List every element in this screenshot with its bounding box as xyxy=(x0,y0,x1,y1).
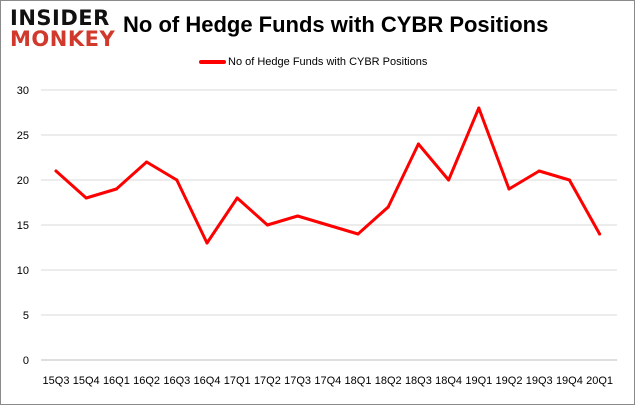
legend: No of Hedge Funds with CYBR Positions xyxy=(199,56,427,68)
insider-monkey-logo: INSIDER MONKEY xyxy=(10,8,115,50)
x-tick-label: 15Q4 xyxy=(73,375,100,387)
chart-title: No of Hedge Funds with CYBR Positions xyxy=(123,12,549,37)
x-tick-label: 16Q1 xyxy=(103,375,130,387)
y-tick-label: 10 xyxy=(17,265,29,277)
data-point xyxy=(84,196,88,200)
x-tick-label: 18Q3 xyxy=(405,375,432,387)
x-tick-label: 17Q2 xyxy=(254,375,281,387)
legend-label: No of Hedge Funds with CYBR Positions xyxy=(228,56,428,68)
y-tick-label: 25 xyxy=(17,130,29,142)
data-point xyxy=(235,196,239,200)
y-tick-label: 15 xyxy=(17,220,29,232)
series-line xyxy=(54,106,602,245)
x-tick-label: 19Q2 xyxy=(496,375,523,387)
y-tick-label: 20 xyxy=(17,175,29,187)
logo-line1: INSIDER xyxy=(10,6,110,30)
y-tick-label: 0 xyxy=(23,355,29,367)
data-point xyxy=(265,223,269,227)
data-point xyxy=(537,169,541,173)
y-tick-label: 30 xyxy=(17,85,29,97)
legend-swatch xyxy=(199,60,226,64)
data-point xyxy=(447,178,451,182)
x-tick-label: 17Q4 xyxy=(314,375,341,387)
data-point xyxy=(416,142,420,146)
data-point xyxy=(54,169,58,173)
x-tick-label: 20Q1 xyxy=(586,375,613,387)
data-point xyxy=(205,241,209,245)
x-tick-label: 15Q3 xyxy=(43,375,70,387)
x-tick-label: 16Q3 xyxy=(163,375,190,387)
x-tick-label: 16Q4 xyxy=(194,375,221,387)
data-point xyxy=(175,178,179,182)
data-point xyxy=(507,187,511,191)
logo-line2: MONKEY xyxy=(10,27,116,51)
data-point xyxy=(567,178,571,182)
data-point xyxy=(296,214,300,218)
x-tick-label: 19Q3 xyxy=(526,375,553,387)
x-tick-label: 18Q4 xyxy=(435,375,462,387)
data-point xyxy=(326,223,330,227)
x-tick-label: 19Q1 xyxy=(465,375,492,387)
y-tick-label: 5 xyxy=(23,310,29,322)
x-tick-label: 17Q1 xyxy=(224,375,251,387)
x-tick-label: 19Q4 xyxy=(556,375,583,387)
data-point xyxy=(356,232,360,236)
x-tick-label: 17Q3 xyxy=(284,375,311,387)
x-tick-label: 16Q2 xyxy=(133,375,160,387)
data-point xyxy=(145,160,149,164)
x-tick-label: 18Q1 xyxy=(345,375,372,387)
data-point xyxy=(114,187,118,191)
data-point xyxy=(598,232,602,236)
data-point xyxy=(386,205,390,209)
data-point xyxy=(477,106,481,110)
x-tick-label: 18Q2 xyxy=(375,375,402,387)
